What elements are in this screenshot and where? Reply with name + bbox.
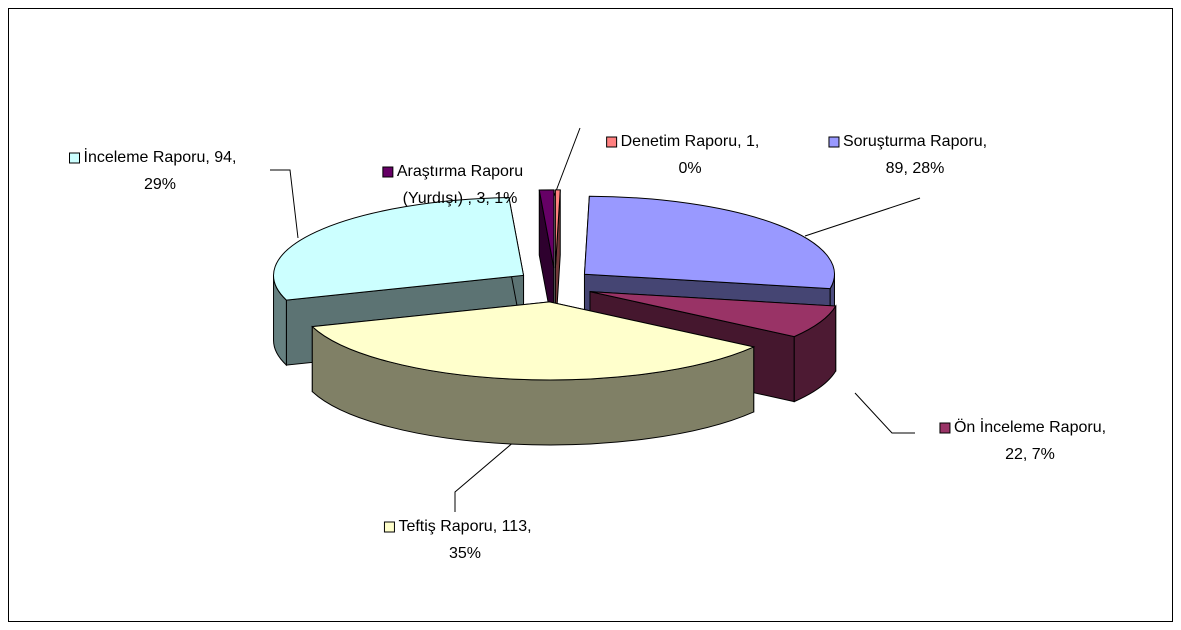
data-label-line: 0%: [678, 160, 701, 177]
slice-top: [589, 291, 837, 338]
legend-key: [383, 521, 395, 533]
pie: [273, 189, 837, 446]
legend-key: [382, 166, 394, 178]
leader-line: [454, 434, 523, 512]
data-label-line: 29%: [144, 176, 176, 193]
data-label-line: İnceleme Raporu, 94,: [84, 147, 237, 166]
legend-key: [606, 136, 618, 148]
slice-top: [273, 197, 525, 301]
data-label: Denetim Raporu, 1, 0%: [606, 133, 760, 177]
slice: [311, 301, 756, 446]
slice-top: [311, 301, 756, 381]
slice-top: [583, 195, 835, 290]
labels: Denetim Raporu, 1, 0% Soruşturma Raporu, 89…: [69, 133, 1106, 562]
data-label-line: Soruşturma Raporu,: [843, 133, 987, 150]
leader-line: [854, 392, 915, 434]
data-label-line: (Yurdışı) , 3, 1%: [403, 190, 518, 207]
slice-top: [538, 189, 555, 268]
data-label-line: 89, 28%: [886, 160, 945, 177]
legend-key: [828, 136, 840, 148]
data-label-line: 22, 7%: [1005, 446, 1055, 463]
data-label-line: Ön İnceleme Raporu,: [954, 417, 1106, 436]
data-label-line: Teftiş Raporu, 113,: [398, 518, 531, 535]
leader-line: [270, 169, 299, 239]
data-label-line: Denetim Raporu, 1,: [621, 133, 760, 150]
data-label-line: Araştırma Raporu: [397, 163, 523, 180]
legend-key: [69, 152, 81, 164]
data-label-line: 35%: [449, 545, 481, 562]
leader-line: [804, 197, 921, 237]
slice-top: [554, 189, 561, 268]
data-label: İnceleme Raporu, 94, 29%: [69, 147, 237, 193]
data-label: Soruşturma Raporu, 89, 28%: [828, 133, 987, 177]
data-label: Araştırma Raporu (Yurdışı) , 3, 1%: [382, 163, 523, 207]
data-label: Ön İnceleme Raporu, 22, 7%: [939, 417, 1106, 463]
data-label: Teftiş Raporu, 113, 35%: [383, 518, 532, 562]
legend-key: [939, 422, 951, 434]
